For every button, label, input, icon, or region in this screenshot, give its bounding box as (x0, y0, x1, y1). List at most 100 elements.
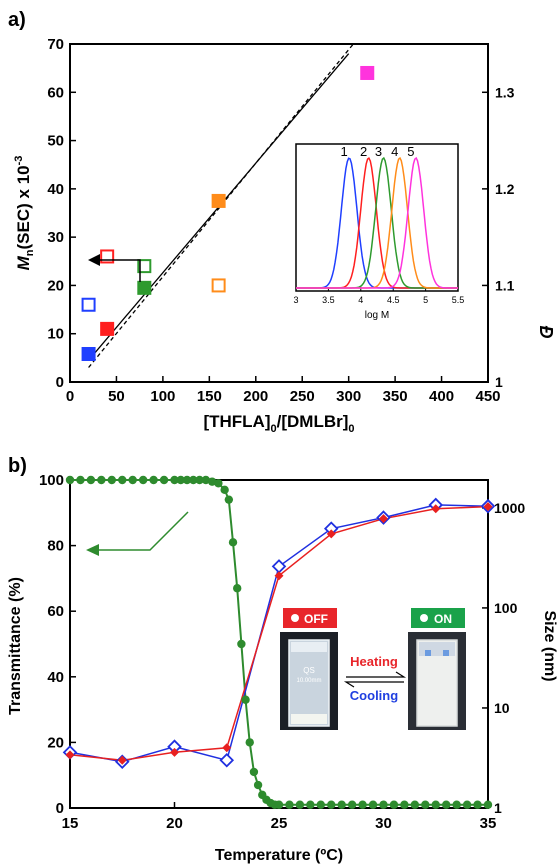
x-tick-label: 250 (290, 388, 315, 405)
inset-x-tick-label: 5 (423, 295, 428, 305)
transmittance-point (274, 800, 284, 809)
x-tick-label: 15 (62, 815, 79, 832)
gpc-peak-label: 1 (341, 144, 348, 159)
size-heating-point (222, 743, 232, 753)
y2-tick-label: 1.3 (495, 84, 515, 100)
transmittance-point (176, 475, 185, 485)
transmittance-axis-arrow (86, 511, 189, 556)
inset-x-tick-label: 4.5 (387, 295, 400, 305)
transmittance-point (76, 475, 85, 485)
transmittance-point (182, 475, 192, 485)
dispersity-point (211, 278, 226, 293)
off-dot-icon (291, 614, 299, 622)
transmittance-point (214, 479, 223, 488)
transmittance-point (337, 800, 346, 809)
off-label: OFF (304, 612, 328, 626)
panel-a-y-label: Mn(SEC) x 10-3 (13, 156, 36, 271)
y2-tick-label: 100 (494, 600, 518, 616)
transmittance-point (379, 800, 388, 809)
x-tick-label: 400 (429, 388, 454, 405)
mn-point (360, 65, 375, 80)
dispersity-point (137, 259, 152, 274)
x-tick-label: 300 (336, 388, 361, 405)
transmittance-point (220, 485, 229, 495)
y2-tick-label: 1 (494, 800, 502, 816)
transmittance-point (347, 800, 357, 809)
y2-tick-label: 1.1 (495, 277, 515, 293)
y-tick-label: 70 (47, 36, 64, 53)
panel-a-label: a) (8, 9, 26, 31)
cuvette-photo: OFF ON QS 10.00mm Heating Cooling (280, 608, 466, 730)
panel-a-x-label: [THFLA]0/[DMLBr]0 (203, 412, 354, 435)
inset-x-label: log M (365, 310, 389, 321)
y-tick-label: 100 (39, 472, 64, 489)
y-tick-label: 30 (47, 229, 64, 246)
transmittance-point (86, 475, 96, 485)
panel-b-label: b) (8, 455, 27, 477)
transmittance-point (245, 738, 254, 747)
y2-tick-label: 10 (494, 700, 510, 716)
panel-b-y2-label: Size (nm) (541, 610, 557, 681)
size-heating-point (170, 747, 179, 757)
transmittance-point (128, 475, 137, 485)
inset-x-tick-label: 3.5 (322, 295, 335, 305)
transmittance-point (442, 800, 451, 809)
gpc-peak-label: 4 (391, 144, 398, 159)
gpc-peak-label: 2 (360, 144, 367, 159)
on-label: ON (434, 612, 452, 626)
size-heating-point (274, 571, 284, 581)
transmittance-point (170, 475, 179, 485)
gpc-curve-5 (296, 156, 458, 289)
transmittance-point (389, 800, 399, 809)
heating-label: Heating (350, 654, 398, 669)
transmittance-point (107, 475, 117, 485)
size-cooling-point (271, 559, 287, 574)
transmittance-point (431, 800, 440, 809)
transmittance-point (118, 475, 127, 485)
inset-x-tick-label: 5.5 (452, 295, 465, 305)
y2-tick-label: 1 (495, 374, 503, 390)
size-heating-point (431, 504, 441, 514)
transmittance-point (327, 800, 336, 809)
transmittance-point (295, 800, 305, 809)
y-tick-label: 40 (47, 669, 64, 686)
y-tick-label: 0 (56, 800, 64, 817)
y-tick-label: 20 (47, 734, 64, 751)
equilibrium-arrows (343, 671, 407, 688)
panel-b-y-label: Transmittance (%) (7, 577, 24, 715)
x-tick-label: 25 (271, 815, 288, 832)
size-heating-point (65, 750, 75, 760)
transmittance-point (224, 495, 234, 504)
transmittance-line (70, 479, 488, 806)
x-tick-label: 350 (383, 388, 408, 405)
transmittance-point (189, 475, 198, 485)
x-tick-label: 200 (243, 388, 268, 405)
y-tick-label: 10 (47, 326, 64, 343)
transmittance-point (452, 800, 461, 809)
transmittance-point (97, 475, 106, 485)
transmittance-point (483, 800, 493, 809)
transmittance-point (65, 475, 75, 485)
off-badge (283, 608, 337, 628)
gpc-peak-label: 3 (375, 144, 382, 159)
on-dot-icon (420, 614, 428, 622)
panel-b: b) 15 20 25 30 35 0 20 40 60 80 100 1 10 100 1000 Tran… (7, 455, 557, 864)
panel-a-frame (69, 43, 489, 383)
y-tick-label: 80 (47, 538, 64, 555)
transmittance-point (462, 800, 472, 809)
size-cooling-point (219, 752, 235, 768)
panel-a-y2-label: Đ (536, 326, 556, 339)
y-tick-label: 50 (47, 133, 64, 150)
y2-tick-label: 1.2 (495, 181, 515, 197)
size-heating-point (379, 514, 388, 524)
x-tick-label: 100 (150, 388, 175, 405)
size-heating-point (326, 529, 336, 539)
x-tick-label: 50 (108, 388, 125, 405)
transmittance-point (195, 475, 204, 485)
x-tick-label: 450 (475, 388, 500, 405)
transmittance-point (285, 800, 294, 809)
transmittance-point (473, 800, 482, 809)
panel-b-x-label: Temperature (ºC) (215, 847, 343, 864)
